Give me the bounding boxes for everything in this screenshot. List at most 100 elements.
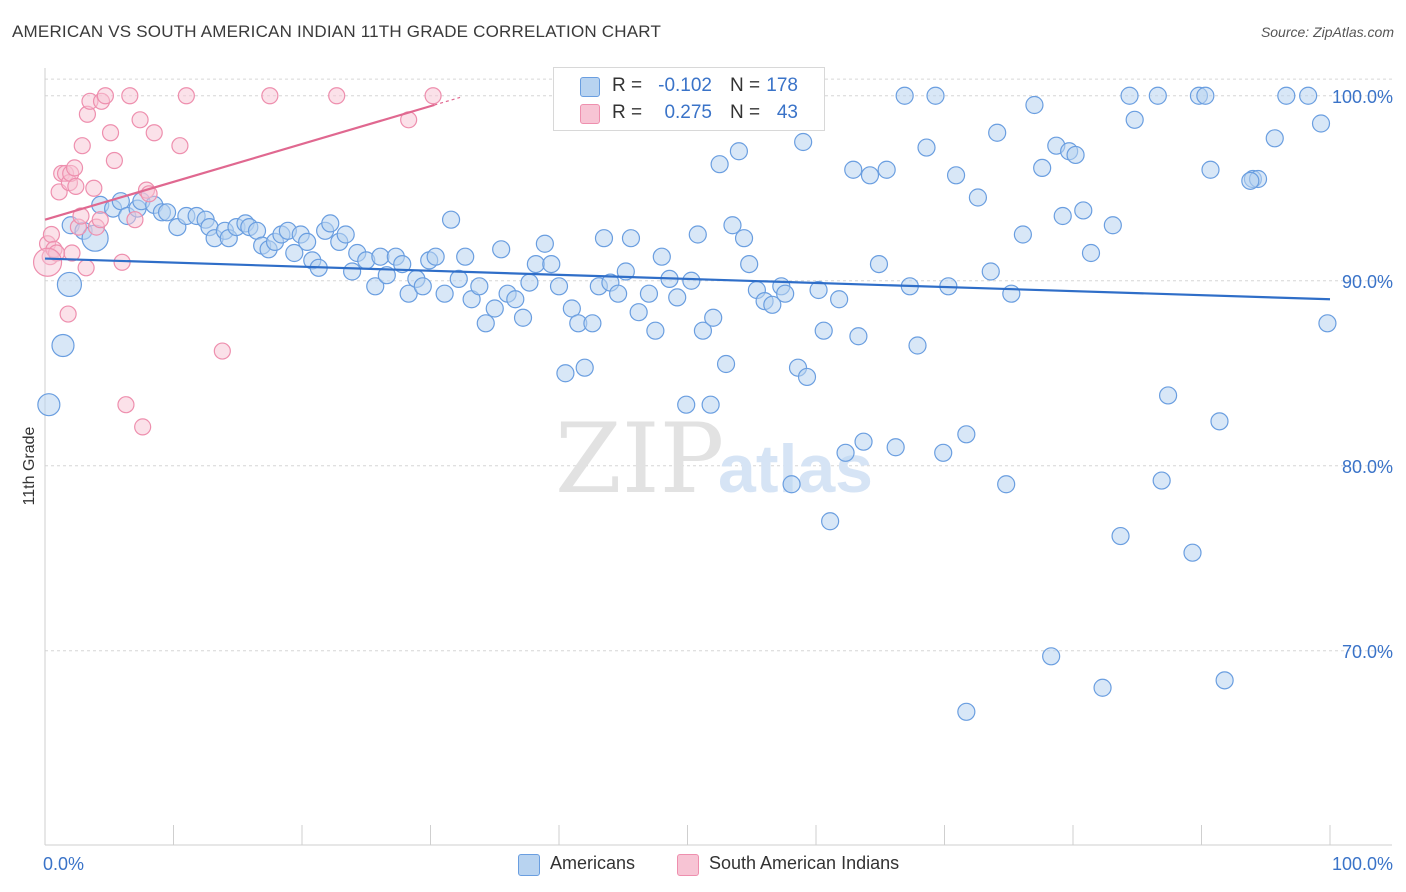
americans-point [1241,171,1260,190]
americans-point [37,393,61,417]
americans-point [710,155,729,174]
sai-legend-label: South American Indians [709,853,900,873]
americans-point [729,142,749,161]
americans-point [435,284,454,303]
sai-point [121,87,139,105]
americans-point [56,271,83,298]
source-credit: Source: ZipAtlas.com [1260,24,1394,40]
americans-point [583,314,602,333]
americans-point [849,327,868,346]
americans-point [1152,471,1171,490]
trend-lines [44,96,1331,301]
americans-point [366,277,385,296]
americans-point [854,432,873,451]
sai-point [328,87,346,105]
americans-point [157,203,177,222]
sai-legend-swatch [677,854,699,876]
americans-point [1158,386,1178,405]
americans-legend-swatch [518,854,540,876]
legend-r-value: 0.275 [664,102,712,123]
x-tick-label: 100.0% [1332,854,1393,874]
americans-point [908,336,927,355]
americans-point [526,255,545,274]
americans-swatch [580,77,600,97]
americans-point [716,354,736,374]
americans-point [449,269,468,288]
americans-point [549,277,569,296]
americans-point [1066,145,1085,165]
americans-point [895,86,914,105]
americans-point [968,188,988,207]
legend-n-value: 178 [766,75,798,96]
sai-point [105,151,123,170]
americans-point [646,321,665,340]
americans-point [926,86,945,105]
sai-point [177,87,195,105]
americans-point [704,308,723,327]
y-axis-label: 11th Grade [21,426,38,505]
americans-point [1002,284,1021,303]
americans-point [1201,160,1220,179]
americans-point [556,364,575,383]
americans-point [677,395,696,414]
americans-point [1033,158,1052,177]
sai-point [261,87,279,105]
americans-point [988,123,1007,142]
americans-point [734,229,754,248]
stats-legend: R = -0.102 N = 178 R = 0.275 N = 43 [553,67,825,131]
americans-point [1210,412,1229,431]
sai-point [145,124,163,142]
legend-r-label: R = [612,102,643,123]
americans-point [485,299,504,318]
americans-point [957,702,976,721]
americans-point [1215,671,1234,690]
sai-swatch [580,104,600,124]
americans-point [393,255,412,274]
americans-point [830,290,849,309]
sai-point [73,137,91,155]
americans-point [1196,86,1215,105]
axes [44,68,1392,846]
sai-point [126,211,144,229]
americans-point [723,216,742,235]
sai-point [424,87,442,105]
americans-point [740,255,759,274]
americans-point [1125,110,1144,129]
americans-point [776,284,795,303]
americans-point [298,232,317,251]
americans-point [836,443,855,462]
chart-title: AMERICAN VS SOUTH AMERICAN INDIAN 11TH G… [12,22,662,41]
y-tick-label: 70.0% [1342,642,1393,662]
americans-point [701,395,720,414]
sai-point [32,247,63,277]
americans-point [814,321,833,340]
americans-point [456,247,475,266]
x-tick-label: 0.0% [43,854,84,874]
americans-point [886,438,905,457]
americans-point [1311,114,1331,133]
sai-point [131,111,149,129]
americans-point [1318,314,1337,333]
americans-point [763,295,782,314]
americans-point [542,255,561,274]
americans-point [1025,95,1044,115]
y-tick-label: 100.0% [1332,87,1393,107]
americans-point [782,475,801,494]
watermark: ZIP atlas [555,403,873,515]
americans-point [575,358,594,377]
americans-point [1299,86,1318,105]
americans-point [997,475,1016,494]
legend-row-americans: R = -0.102 N = 178 [554,74,824,100]
sai-point [96,87,114,105]
americans-point [652,247,671,266]
americans-point [470,277,489,296]
americans-point [946,166,966,185]
americans-point [1053,206,1072,226]
sai-point [91,211,109,229]
americans-point [860,166,880,185]
legend-n-label: N = [730,75,761,96]
americans-point [794,132,813,152]
americans-point [621,229,641,248]
sai-point [85,179,103,197]
